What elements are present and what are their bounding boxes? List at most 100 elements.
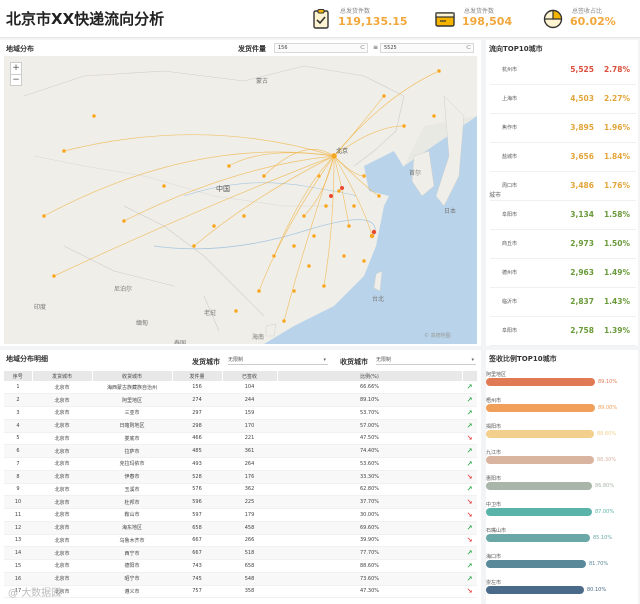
table-cell: 274 [172, 393, 222, 407]
table-cell: 2 [4, 393, 32, 407]
min-value-input[interactable]: 156 ⊂ [274, 43, 368, 53]
top10-pct: 1.76% [603, 181, 630, 190]
ratio-bar[interactable] [486, 586, 584, 594]
ratio-row: 崇左市 80.10% [486, 578, 636, 604]
column-header[interactable]: 收货城市 [92, 371, 173, 381]
table-cell: 日喀则地区 [92, 419, 172, 433]
column-header[interactable]: 发件量 [172, 371, 223, 381]
table-cell: 北京市 [32, 406, 92, 420]
table-row[interactable]: 1 北京市 海西蒙古族藏族自治州 156 104 66.66% ↗ [4, 381, 477, 395]
send-city-select[interactable]: 无限制 ▾ [228, 357, 328, 365]
table-row[interactable]: 5 北京市 娄底市 466 221 47.50% ↘ [4, 432, 477, 446]
map-place-label: 中国 [216, 185, 230, 193]
table-cell: 104 [222, 381, 277, 395]
table-cell: 47.50% [277, 432, 462, 446]
top10-side-label: 城市 [489, 192, 502, 199]
ratio-bar[interactable] [486, 508, 592, 516]
map-place-label: 缅甸 [136, 320, 149, 327]
table-cell: 玉溪市 [92, 483, 172, 497]
table-cell: 11 [4, 508, 32, 522]
table-row[interactable]: 7 北京市 克拉玛依市 493 264 53.60% ↗ [4, 457, 477, 471]
column-header[interactable]: 序号 [4, 371, 33, 381]
ratio-bar[interactable] [486, 378, 595, 386]
top10-city: 阜阳市 [502, 328, 518, 334]
table-row[interactable]: 16 北京市 昭宁市 745 548 73.60% ↗ [4, 572, 477, 586]
ratio-bar[interactable] [486, 456, 594, 464]
table-row[interactable]: 4 北京市 日喀则地区 298 170 57.00% ↗ [4, 419, 477, 433]
trend-up-icon: ↗ [462, 444, 477, 458]
top10-pct: 1.50% [603, 239, 630, 248]
flow-lines [43, 70, 440, 322]
table-cell: 北京市 [32, 393, 92, 407]
trend-up-icon: ↗ [462, 521, 477, 535]
table-cell: 北京市 [32, 521, 92, 535]
ratio-row: 海口市 81.70% [486, 552, 636, 578]
table-cell: 170 [222, 419, 277, 433]
zoom-in-button[interactable]: + [12, 63, 20, 73]
table-cell: 北京市 [32, 585, 92, 599]
ratio-row: 梧州市 89.00% [486, 396, 636, 422]
table-row[interactable]: 12 北京市 海东地区 658 458 69.60% ↗ [4, 521, 477, 535]
map-attribution: © 高德地图 [424, 333, 451, 339]
table-cell: 北京市 [32, 572, 92, 586]
table-row[interactable]: 14 北京市 西宁市 667 518 77.70% ↗ [4, 546, 477, 560]
ratio-row: 九江市 88.30% [486, 448, 636, 474]
top10-row: 焦作市 3,895 1.96% [490, 114, 636, 143]
table-row[interactable]: 15 北京市 德阳市 743 658 88.60% ↗ [4, 559, 477, 573]
top10-row: 阜阳市 3,134 1.58% [490, 201, 636, 230]
map-place-label: 尼泊尔 [114, 286, 133, 293]
ratio-title: 签收比例TOP10城市 [489, 355, 557, 363]
table-row[interactable]: 3 北京市 三亚市 297 159 53.70% ↗ [4, 406, 477, 420]
table-cell: 159 [222, 406, 277, 420]
ratio-bar[interactable] [486, 482, 592, 490]
column-header[interactable]: 比例(%) [277, 371, 463, 381]
kpi-value: 60.02% [570, 15, 616, 28]
table-cell: 362 [222, 483, 277, 497]
flow-map[interactable]: + − 蒙古 中国 北京 日本 首尔 印度 缅甸 泰国 老挝 尼泊尔 台北 海南… [4, 56, 477, 344]
table-cell: 458 [222, 521, 277, 535]
table-row[interactable]: 11 北京市 鞍山市 597 179 30.00% ↘ [4, 508, 477, 522]
table-cell: 10 [4, 495, 32, 509]
range-icon: ≡ [373, 44, 379, 51]
column-header[interactable]: 已签收 [222, 371, 278, 381]
table-cell: 北京市 [32, 444, 92, 458]
table-body: 1 北京市 海西蒙古族藏族自治州 156 104 66.66% ↗ 2 北京市 阿里地区 274 24… [4, 381, 477, 599]
map-place-label: 老挝 [204, 310, 217, 317]
top10-row: 商丘市 2,973 1.50% [490, 230, 636, 259]
table-row[interactable]: 10 北京市 杜邦市 596 225 37.70% ↘ [4, 495, 477, 509]
table-row[interactable]: 2 北京市 阿里地区 274 244 89.10% ↗ [4, 393, 477, 407]
table-cell: 西宁市 [92, 546, 172, 560]
ratio-value: 85.10% [593, 535, 613, 541]
ratio-bar[interactable] [486, 534, 590, 542]
table-cell: 176 [222, 470, 277, 484]
trend-down-icon: ↘ [462, 585, 477, 599]
ratio-bar[interactable] [486, 560, 586, 568]
table-row[interactable]: 6 北京市 拉萨市 485 361 74.40% ↗ [4, 444, 477, 458]
trend-up-icon: ↗ [462, 559, 477, 573]
top10-row: 临沂市 2,837 1.43% [490, 288, 636, 317]
table-cell: 658 [222, 559, 277, 573]
ratio-bar[interactable] [486, 404, 595, 412]
max-value-input[interactable]: 5525 ⊂ [380, 43, 474, 53]
column-header[interactable]: 发货城市 [32, 371, 93, 381]
table-header-row: 序号 发货城市 收货城市 发件量 已签收 比例(%) [4, 371, 478, 381]
trend-down-icon: ↘ [462, 495, 477, 509]
table-cell: 596 [172, 495, 222, 509]
table-row[interactable]: 8 北京市 伊春市 528 176 33.30% ↘ [4, 470, 477, 484]
table-cell: 528 [172, 470, 222, 484]
table-cell: 658 [172, 521, 222, 535]
table-row[interactable]: 9 北京市 玉溪市 576 362 62.80% ↗ [4, 483, 477, 497]
map-filter-label: 发货件量 [238, 45, 266, 53]
top10-count: 2,837 [570, 297, 594, 306]
table-cell: 66.66% [277, 381, 462, 395]
table-row[interactable]: 13 北京市 乌鲁木齐市 667 266 39.90% ↘ [4, 534, 477, 548]
table-cell: 74.40% [277, 444, 462, 458]
search-icon: ⊂ [465, 44, 471, 51]
map-place-label: 泰国 [174, 340, 187, 344]
table-cell: 娄底市 [92, 432, 172, 446]
ratio-bar[interactable] [486, 430, 594, 438]
recv-city-select[interactable]: 无限制 ▾ [376, 357, 476, 365]
zoom-out-button[interactable]: − [11, 74, 21, 85]
table-cell: 6 [4, 444, 32, 458]
table-row[interactable]: 17 北京市 遵义市 757 358 47.30% ↘ [4, 585, 477, 599]
